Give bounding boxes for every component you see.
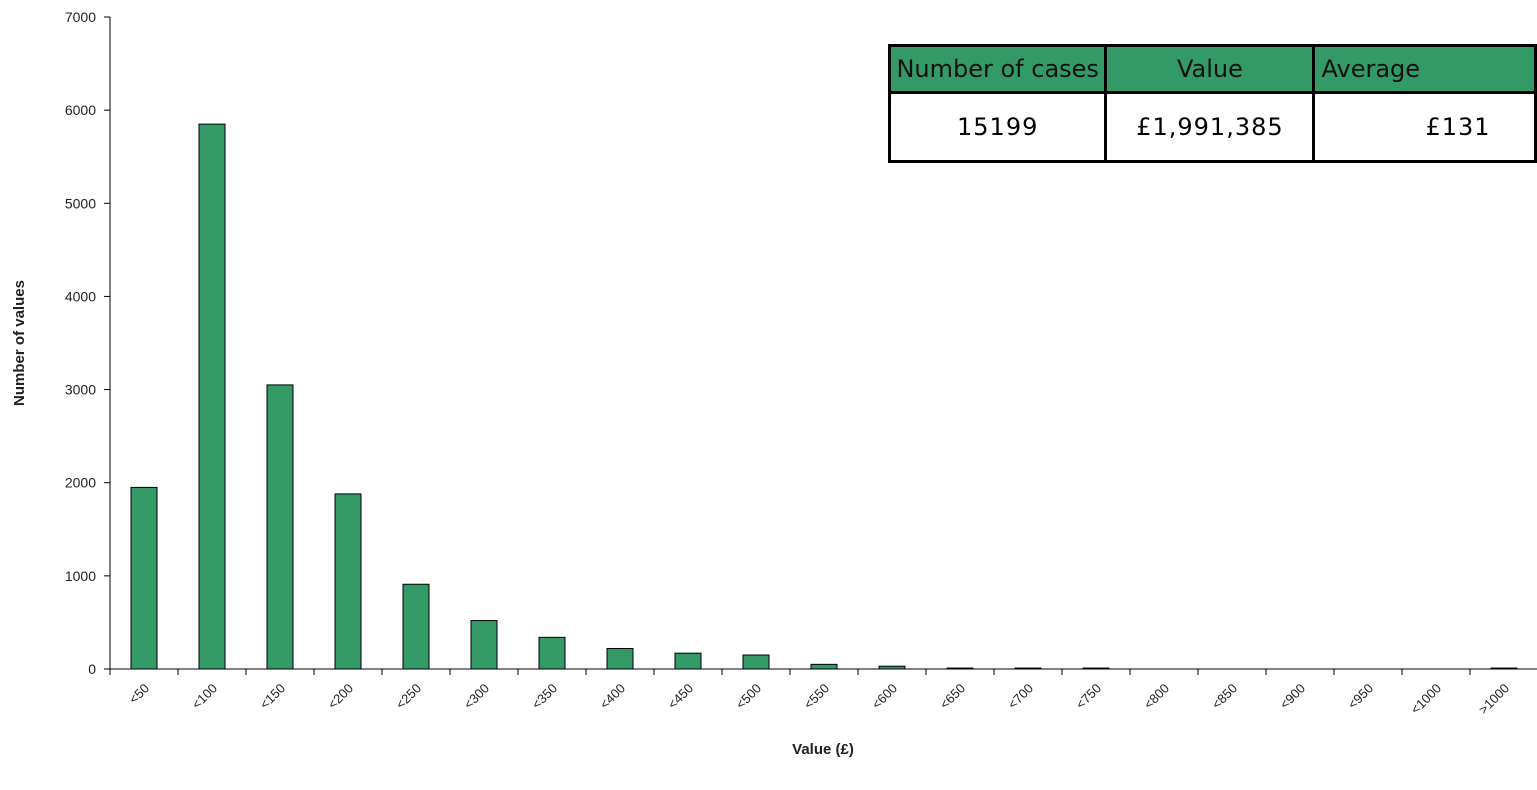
- x-tick-label: <700: [1005, 681, 1036, 712]
- bar: [1014, 667, 1042, 670]
- bar: [334, 493, 362, 670]
- cell: £1,991,385: [1104, 91, 1316, 163]
- y-tick-label: 4000: [65, 288, 96, 304]
- y-tick-label: 6000: [65, 102, 96, 118]
- bar: [470, 620, 498, 670]
- x-tick-label: <950: [1345, 681, 1376, 712]
- x-tick-label: <300: [461, 681, 492, 712]
- y-axis-label: Number of values: [11, 280, 28, 406]
- bar: [742, 654, 770, 670]
- x-axis-label: Value (£): [792, 741, 854, 758]
- bar: [1490, 667, 1518, 670]
- bar: [606, 648, 634, 670]
- bar: [266, 384, 294, 670]
- y-tick-label: 7000: [65, 9, 96, 25]
- x-tick-label: <200: [325, 681, 356, 712]
- x-tick-label: <150: [257, 681, 288, 712]
- x-tick-label: >1000: [1476, 681, 1512, 717]
- bar: [538, 636, 566, 670]
- bar: [198, 123, 226, 670]
- x-tick-label: <250: [393, 681, 424, 712]
- x-tick-label: <600: [869, 681, 900, 712]
- x-tick-label: <800: [1141, 681, 1172, 712]
- x-tick-label: <500: [733, 681, 764, 712]
- x-tick-label: <100: [189, 681, 220, 712]
- y-tick-label: 1000: [65, 568, 96, 584]
- x-tick-label: <350: [529, 681, 560, 712]
- header-cell: Average: [1312, 44, 1537, 94]
- cell: £131: [1312, 91, 1537, 163]
- x-tick-label: <550: [801, 681, 832, 712]
- x-tick-label: <450: [665, 681, 696, 712]
- y-tick-label: 2000: [65, 475, 96, 491]
- bar: [946, 667, 974, 670]
- y-tick-label: 3000: [65, 382, 96, 398]
- header-cell: Value: [1104, 44, 1316, 94]
- bar: [402, 583, 430, 670]
- x-tick-label: <900: [1277, 681, 1308, 712]
- x-tick-label: <50: [126, 681, 152, 707]
- x-tick-label: <1000: [1408, 681, 1444, 717]
- x-tick-label: <400: [597, 681, 628, 712]
- bar: [878, 665, 906, 670]
- bar: [130, 486, 158, 670]
- header-cell: Number of cases: [887, 44, 1108, 94]
- bar: [674, 652, 702, 670]
- x-tick-label: <750: [1073, 681, 1104, 712]
- x-tick-label: <650: [937, 681, 968, 712]
- y-tick-label: 5000: [65, 195, 96, 211]
- data-row: 15199 £1,991,385 £131: [887, 91, 1537, 163]
- header-row: Number of cases Value Average: [887, 44, 1537, 94]
- y-tick-label: 0: [88, 661, 96, 677]
- summary-table: Number of cases Value Average 15199 £1,9…: [887, 44, 1537, 163]
- cell: 15199: [887, 91, 1108, 163]
- bar: [1082, 667, 1110, 670]
- bar: [810, 663, 838, 670]
- x-tick-label: <850: [1209, 681, 1240, 712]
